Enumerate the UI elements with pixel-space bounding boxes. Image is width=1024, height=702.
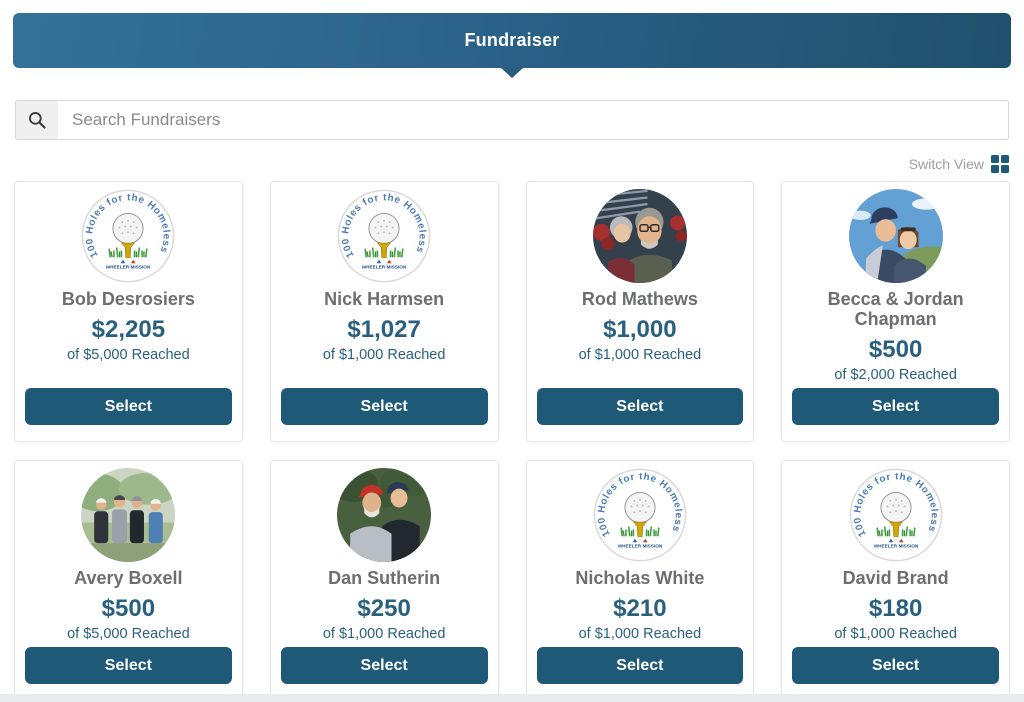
fundraiser-logo-avatar (593, 468, 687, 562)
fundraiser-card: Rod Mathews $1,000 of $1,000 Reached Sel… (525, 181, 755, 442)
page-title: Fundraiser (464, 30, 560, 50)
select-button[interactable]: Select (280, 647, 488, 684)
goal-text: of $1,000 Reached (322, 347, 446, 363)
fundraiser-card: Avery Boxell $500 of $5,000 Reached Sele… (14, 460, 243, 701)
fundraiser-card: David Brand $180 of $1,000 Reached Selec… (781, 460, 1010, 701)
raised-amount: $2,205 (91, 316, 166, 343)
goal-text: of $1,000 Reached (578, 347, 702, 363)
goal-text: of $1,000 Reached (834, 626, 957, 642)
raised-amount: $250 (357, 595, 411, 622)
search-input[interactable] (58, 101, 1008, 139)
fundraiser-logo-avatar (337, 189, 431, 283)
page-bottom-strip (0, 694, 1024, 702)
fundraiser-name: Nicholas White (575, 568, 705, 588)
fundraiser-logo-avatar (81, 189, 175, 283)
raised-amount: $500 (868, 336, 923, 363)
select-button[interactable]: Select (25, 647, 232, 684)
fundraiser-card: Dan Sutherin $250 of $1,000 Reached Sele… (269, 460, 499, 701)
goal-text: of $5,000 Reached (67, 347, 190, 363)
fundraiser-photo-avatar (593, 189, 687, 283)
fundraiser-name: Avery Boxell (74, 568, 183, 588)
header-pointer-arrow (500, 67, 524, 78)
fundraiser-grid: Bob Desrosiers $2,205 of $5,000 Reached … (14, 181, 1010, 701)
fundraiser-card: Bob Desrosiers $2,205 of $5,000 Reached … (14, 181, 243, 442)
search-bar (15, 100, 1009, 140)
raised-amount: $180 (868, 595, 923, 622)
grid-view-icon[interactable] (991, 155, 1009, 173)
fundraiser-photo-avatar (337, 468, 431, 562)
goal-text: of $2,000 Reached (834, 367, 957, 383)
fundraiser-card: Nick Harmsen $1,027 of $1,000 Reached Se… (269, 181, 499, 442)
search-icon-box (16, 101, 58, 139)
select-button[interactable]: Select (536, 647, 744, 684)
fundraiser-name: Nick Harmsen (324, 289, 445, 309)
switch-view-label: Switch View (908, 156, 984, 172)
fundraiser-name: Dan Sutherin (328, 568, 441, 588)
goal-text: of $1,000 Reached (322, 626, 446, 642)
select-button[interactable]: Select (792, 647, 999, 684)
fundraiser-photo-avatar (849, 189, 943, 283)
select-button[interactable]: Select (792, 388, 999, 425)
fundraiser-name: Bob Desrosiers (61, 289, 195, 309)
raised-amount: $1,000 (603, 316, 677, 343)
select-button[interactable]: Select (25, 388, 232, 425)
fundraiser-card: Becca & Jordan Chapman $500 of $2,000 Re… (781, 181, 1010, 442)
goal-text: of $1,000 Reached (578, 626, 702, 642)
select-button[interactable]: Select (536, 388, 744, 425)
fundraiser-photo-avatar (81, 468, 175, 562)
fundraiser-logo-avatar (849, 468, 943, 562)
raised-amount: $500 (101, 595, 156, 622)
raised-amount: $210 (613, 595, 667, 622)
switch-view-control[interactable]: Switch View (909, 154, 1009, 174)
goal-text: of $5,000 Reached (67, 626, 190, 642)
fundraiser-name: Becca & Jordan Chapman (827, 289, 964, 329)
search-icon (29, 112, 46, 129)
fundraiser-name: David Brand (842, 568, 949, 588)
raised-amount: $1,027 (347, 316, 421, 343)
fundraiser-name: Rod Mathews (581, 289, 698, 309)
fundraiser-header-banner: Fundraiser (13, 13, 1011, 68)
select-button[interactable]: Select (280, 388, 488, 425)
fundraiser-card: Nicholas White $210 of $1,000 Reached Se… (525, 460, 755, 701)
